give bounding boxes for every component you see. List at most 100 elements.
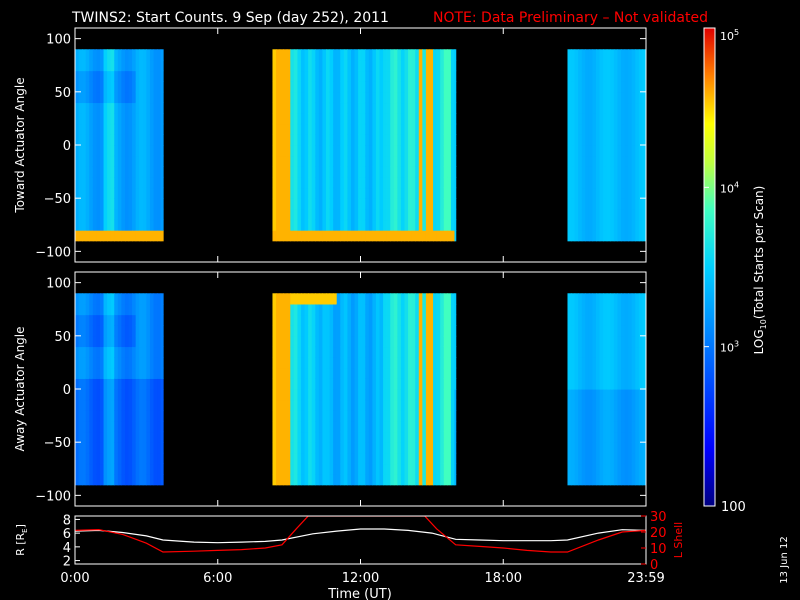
heatmap-cell [603,198,608,210]
heatmap-cell [85,70,90,82]
heatmap-cell [404,346,409,358]
heatmap-cell [624,325,629,337]
heatmap-cell [624,410,629,422]
heatmap-cell [135,81,140,93]
heatmap-cell [290,346,295,358]
heatmap-cell [375,420,381,433]
heatmap-cell [308,389,313,401]
heatmap-cell [454,346,457,358]
heatmap-cell [365,134,370,146]
heatmap-cell [433,378,438,390]
heatmap-cell [440,198,445,210]
heatmap-cell [75,303,80,316]
heatmap-cell [132,91,137,104]
heatmap-cell [297,219,302,231]
heatmap-cell [425,410,431,422]
heatmap-cell [124,59,130,72]
heatmap-cell [160,219,164,231]
heatmap-cell [347,49,352,61]
heatmap-cell [78,208,83,221]
heatmap-cell [429,389,434,401]
heatmap-cell [440,155,445,167]
heatmap-cell [617,420,622,433]
heatmap-cell [153,166,158,178]
heatmap-cell [329,335,334,348]
heatmap-cell [613,113,619,125]
heatmap-cell [624,81,629,93]
heatmap-cell [613,198,619,210]
heatmap-cell [85,452,90,465]
heatmap-cell [135,49,140,61]
heatmap-cell [89,49,94,61]
heatmap-cell [400,166,406,178]
heatmap-cell [411,187,416,199]
heatmap-cell [149,123,155,135]
heatmap-cell [603,59,608,72]
heatmap-cell [315,187,320,199]
heatmap-cell [635,176,640,189]
heatmap-cell [121,219,126,231]
heatmap-cell [393,155,398,167]
heatmap-cell [408,219,413,231]
heatmap-cell [329,91,334,104]
heatmap-cell [135,166,140,178]
heatmap-cell [372,420,377,433]
heatmap-cell [635,399,640,411]
heatmap-cell [613,431,619,443]
heatmap-cell [361,452,366,465]
heatmap-cell [322,346,327,358]
heatmap-cell [121,91,126,104]
heatmap-cell [315,442,320,454]
heatmap-cell [642,187,646,199]
heatmap-cell [642,219,646,231]
heatmap-cell [160,367,164,379]
heatmap-cell [121,420,126,433]
heatmap-cell [635,357,640,369]
heatmap-cell [361,335,366,348]
heatmap-cell [436,49,441,61]
heatmap-cell [297,410,302,422]
heatmap-cell [121,176,126,189]
heatmap-cell [128,49,133,61]
heatmap-cell [578,325,583,337]
heatmap-cell [415,420,420,433]
y-tick-label: 100 [46,277,71,292]
heatmap-cell [326,102,331,114]
heatmap-cell [110,420,115,433]
heatmap-cell [157,123,162,135]
heatmap-cell [92,389,98,401]
heatmap-cell [75,166,80,178]
heatmap-cell [322,145,327,157]
heatmap-cell [304,70,309,82]
heatmap-cell [89,81,94,93]
heatmap-cell [418,420,423,433]
heatmap-cell [599,113,604,125]
heatmap-cell [429,49,434,61]
heatmap-cell [78,155,83,167]
heatmap-cell [436,219,441,231]
heatmap-cell [276,91,281,104]
heatmap-cell [606,81,611,93]
heatmap-cell [415,357,420,369]
heatmap-cell [433,293,438,305]
heatmap-cell [329,378,334,390]
heatmap-cell [311,81,316,93]
heatmap-cell [82,187,87,199]
heatmap-cell [311,208,316,221]
heatmap-cell [628,367,633,379]
heatmap-cell [347,91,352,104]
heatmap-cell [450,219,456,231]
heatmap-cell [350,410,356,422]
heatmap-cell [592,59,597,72]
heatmap-cell [117,399,122,411]
heatmap-cell [124,399,130,411]
heatmap-cell [146,155,151,167]
heatmap-cell [340,187,345,199]
heatmap-cell [578,166,583,178]
heatmap-cell [329,134,334,146]
heatmap-cell [596,314,601,326]
heatmap-cell [110,230,115,242]
heatmap-cell [160,230,164,242]
heatmap-cell [624,442,629,454]
heatmap-cell [78,49,83,61]
